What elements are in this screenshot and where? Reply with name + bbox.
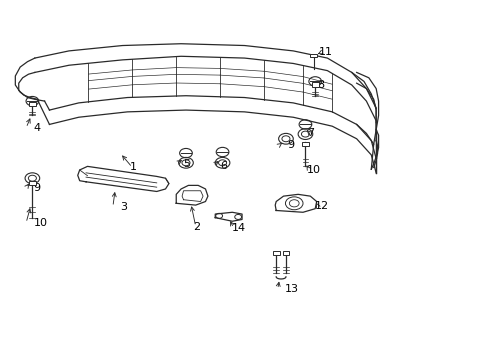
FancyBboxPatch shape [310,54,317,57]
Text: 6: 6 [220,161,226,171]
Text: 14: 14 [231,223,245,233]
Text: 8: 8 [317,80,324,90]
Text: 7: 7 [306,128,313,138]
Text: 9: 9 [286,140,293,150]
FancyBboxPatch shape [311,82,318,87]
Text: 10: 10 [33,218,47,228]
Text: 10: 10 [306,165,320,175]
Text: 5: 5 [183,159,190,169]
Text: 12: 12 [315,201,328,211]
FancyBboxPatch shape [302,141,308,146]
FancyBboxPatch shape [282,251,289,255]
Text: 1: 1 [130,162,137,172]
Text: 9: 9 [33,183,41,193]
Text: 11: 11 [319,47,332,57]
Text: 3: 3 [120,202,127,212]
FancyBboxPatch shape [272,251,279,255]
FancyBboxPatch shape [29,102,36,107]
Text: 13: 13 [285,284,298,294]
Text: 2: 2 [193,222,200,231]
FancyBboxPatch shape [29,181,36,185]
Text: 4: 4 [33,123,41,133]
